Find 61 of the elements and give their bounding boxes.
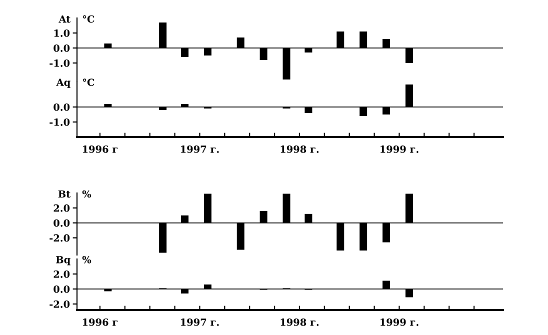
bar	[236, 222, 244, 250]
x-tick-label: 1996 г	[82, 146, 118, 153]
x-tick-label: 1998 г.	[280, 146, 319, 153]
y-tick-label: 0.0	[54, 219, 70, 227]
bar	[282, 48, 290, 80]
bar	[382, 39, 390, 48]
bar	[405, 289, 413, 298]
annotation: %	[82, 256, 92, 264]
bar	[360, 222, 368, 251]
bar	[382, 280, 390, 289]
bar	[405, 84, 413, 107]
annotation: °C	[82, 15, 94, 23]
annotation: °C	[82, 78, 94, 86]
bar	[159, 222, 167, 253]
y-tick-label: 0.0	[54, 103, 70, 111]
y-axis-title: Bq	[56, 256, 70, 266]
bar	[159, 107, 167, 110]
x-tick-label: 1996 г	[82, 318, 118, 326]
y-axis-title: Aq	[56, 78, 70, 88]
y-tick-label: 1.0	[54, 29, 70, 37]
y-axis-title: At	[58, 15, 71, 23]
bar	[336, 32, 344, 48]
bar	[360, 107, 368, 116]
y-axis-title: Bt	[58, 190, 71, 198]
x-tick-label: 1998 г.	[280, 318, 319, 326]
x-tick-label: 1997 г.	[181, 146, 219, 153]
bar	[104, 44, 112, 48]
bar	[181, 289, 188, 294]
y-tick-label: 0.0	[54, 44, 70, 52]
y-tick-label: -2.0	[50, 234, 70, 242]
bar	[236, 38, 244, 48]
bar	[104, 104, 112, 107]
bar	[181, 104, 188, 107]
bar	[382, 107, 390, 114]
bar	[260, 210, 268, 223]
x-tick-label: 1999 г.	[380, 146, 418, 153]
bar	[304, 48, 312, 52]
y-tick-label: 2.0	[54, 270, 70, 278]
annotation: %	[82, 190, 92, 198]
bar	[204, 194, 212, 223]
bar	[405, 194, 413, 223]
bar	[405, 48, 413, 63]
bar	[282, 194, 290, 223]
y-tick-label: -2.0	[50, 300, 70, 308]
bar	[159, 22, 167, 48]
bar	[336, 222, 344, 251]
y-tick-label: 2.0	[54, 204, 70, 212]
bar	[181, 48, 188, 57]
bar	[304, 107, 312, 113]
y-tick-label: 0.0	[54, 285, 70, 293]
y-tick-label: -1.0	[50, 59, 70, 67]
bar	[304, 214, 312, 223]
bar	[204, 284, 212, 289]
bar	[181, 215, 188, 223]
x-tick-label: 1997 г.	[181, 318, 219, 326]
bar	[260, 48, 268, 60]
bar	[382, 222, 390, 242]
x-tick-label: 1999 г.	[380, 318, 418, 326]
bar	[360, 32, 368, 48]
y-tick-label: -1.0	[50, 118, 70, 126]
bar	[204, 48, 212, 56]
